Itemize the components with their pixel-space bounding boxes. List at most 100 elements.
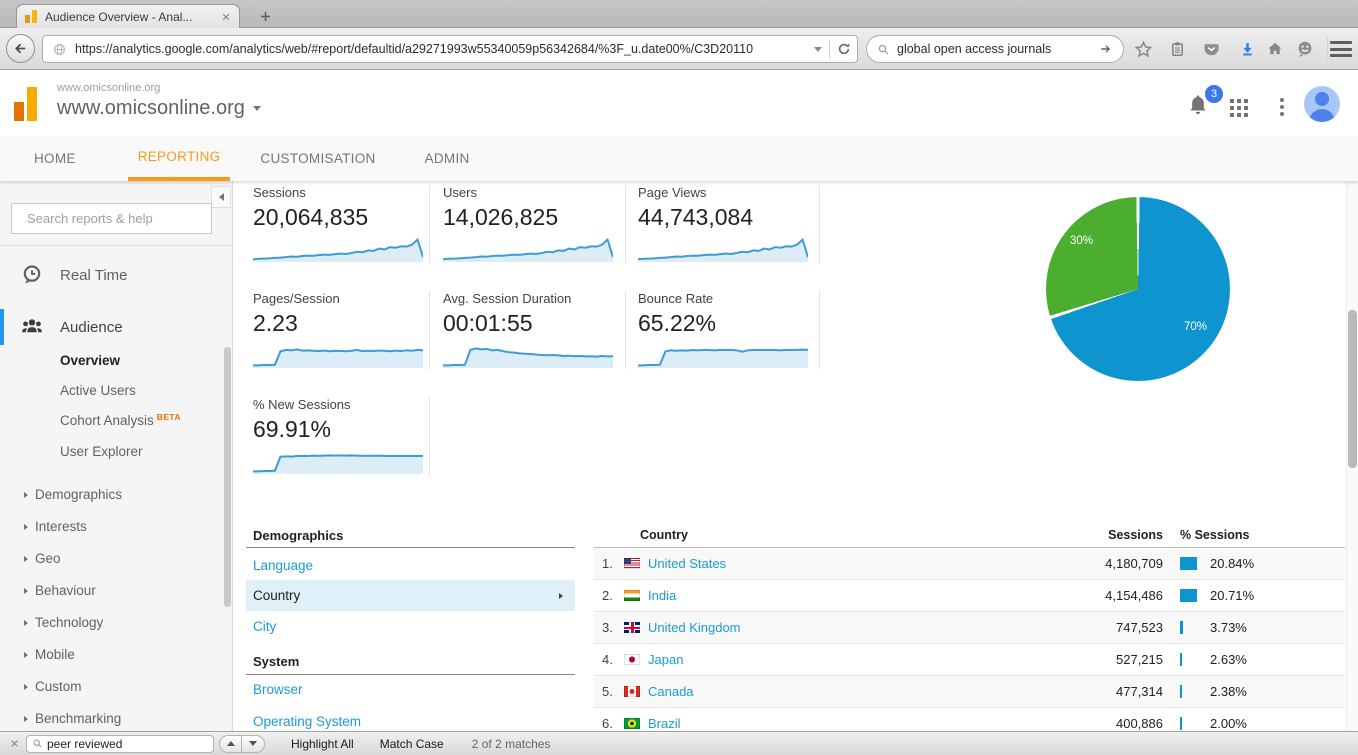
url-dropdown-icon[interactable] <box>814 46 822 52</box>
sessions-value: 4,180,709 <box>1105 556 1163 571</box>
table-row: 1. United States 4,180,709 20.84% <box>594 548 1345 580</box>
account-avatar[interactable] <box>1304 86 1340 122</box>
sidebar-item-interests[interactable]: Interests <box>24 519 87 534</box>
link-city[interactable]: City <box>253 619 277 634</box>
country-link[interactable]: Japan <box>648 652 684 667</box>
main-scrollbar-thumb[interactable] <box>1348 310 1357 468</box>
sidebar-item-active-users[interactable]: Active Users <box>60 383 136 398</box>
more-options-icon[interactable] <box>1280 98 1284 102</box>
main-scrollbar[interactable] <box>1346 181 1358 755</box>
reload-button[interactable] <box>837 42 851 56</box>
sidebar-item-label: Real Time <box>60 266 128 284</box>
downloads-icon[interactable] <box>1236 38 1258 60</box>
match-case-button[interactable]: Match Case <box>379 736 444 751</box>
url-bar[interactable]: https://analytics.google.com/analytics/w… <box>42 35 858 63</box>
sidebar-item-overview[interactable]: Overview <box>60 353 121 368</box>
section-heading: System <box>253 654 300 669</box>
in-flag-icon <box>624 590 640 601</box>
metric-value: 69.91% <box>253 416 332 442</box>
tab-reporting[interactable]: REPORTING <box>127 136 231 181</box>
sidebar-item-user-explorer[interactable]: User Explorer <box>60 444 143 459</box>
sessions-value: 527,215 <box>1116 652 1163 667</box>
country-link[interactable]: India <box>648 588 677 603</box>
search-bar[interactable]: global open access journals <box>866 35 1124 63</box>
sidebar-item-cohort-analysis[interactable]: Cohort Analysis BETA <box>60 412 181 428</box>
sidebar-item-behaviour[interactable]: Behaviour <box>24 583 96 598</box>
sessions-bar <box>1180 685 1182 698</box>
find-previous-button[interactable] <box>219 734 242 753</box>
demographics-panel: Demographics Language Country City Syste… <box>246 521 575 755</box>
new-tab-button[interactable] <box>252 6 278 26</box>
pie-label-30: 30% <box>1070 235 1094 247</box>
sessions-pct: 2.00% <box>1210 716 1247 731</box>
sidebar-item-benchmarking[interactable]: Benchmarking <box>24 711 121 726</box>
tab-customisation[interactable]: CUSTOMISATION <box>260 151 376 166</box>
notifications-button[interactable]: 3 <box>1186 85 1223 123</box>
pocket-icon[interactable] <box>1200 38 1222 60</box>
sidebar-item-audience[interactable]: Audience <box>0 309 233 345</box>
metric-users: Users 14,026,825 <box>443 185 626 263</box>
find-input-field[interactable] <box>26 734 214 753</box>
find-next-button[interactable] <box>242 734 265 753</box>
highlight-all-button[interactable]: Highlight All <box>291 736 354 751</box>
find-close-icon[interactable] <box>10 739 19 748</box>
header-country: Country <box>640 528 688 542</box>
row-rank: 4. <box>602 652 613 667</box>
table-header: Country Sessions % Sessions <box>594 521 1345 548</box>
browser-tab-strip: Audience Overview - Anal... <box>0 0 1358 28</box>
sidebar-item-technology[interactable]: Technology <box>24 615 103 630</box>
tab-home[interactable]: HOME <box>34 151 76 166</box>
active-indicator <box>0 309 4 345</box>
menu-hamburger-icon[interactable] <box>1330 41 1352 57</box>
sessions-value: 747,523 <box>1116 620 1163 635</box>
search-go-icon[interactable] <box>1099 42 1113 56</box>
new-sessions-sparkline <box>253 448 423 474</box>
find-input[interactable] <box>47 736 208 751</box>
apps-grid-icon[interactable] <box>1230 99 1234 103</box>
metric-value: 00:01:55 <box>443 310 533 336</box>
sidebar-item-custom[interactable]: Custom <box>24 679 82 694</box>
link-country-selected[interactable]: Country <box>246 580 575 611</box>
hello-smiley-icon[interactable] <box>1294 38 1316 60</box>
reading-list-icon[interactable] <box>1166 38 1188 60</box>
sessions-bar <box>1180 557 1197 570</box>
tab-admin[interactable]: ADMIN <box>424 151 470 166</box>
analytics-nav-tabs: HOME REPORTING CUSTOMISATION ADMIN <box>0 136 1358 181</box>
sidebar-item-geo[interactable]: Geo <box>24 551 61 566</box>
header-pct-sessions: % Sessions <box>1180 528 1250 542</box>
sidebar-search-box[interactable] <box>11 203 212 234</box>
sidebar: Real Time Audience Overview Active Users… <box>0 181 233 755</box>
country-link[interactable]: United Kingdom <box>648 620 741 635</box>
country-link[interactable]: United States <box>648 556 727 571</box>
sidebar-collapse-button[interactable] <box>211 186 231 208</box>
sidebar-item-demographics[interactable]: Demographics <box>24 487 122 502</box>
sidebar-item-mobile[interactable]: Mobile <box>24 647 75 662</box>
country-link[interactable]: Canada <box>648 684 694 699</box>
find-bar: Highlight All Match Case 2 of 2 matches <box>0 731 1358 755</box>
property-selector[interactable]: www.omicsonline.org <box>57 97 261 120</box>
link-operating-system[interactable]: Operating System <box>253 714 362 729</box>
sidebar-item-real-time[interactable]: Real Time <box>0 257 233 293</box>
sessions-bar <box>1180 717 1182 730</box>
link-language[interactable]: Language <box>253 558 314 573</box>
table-row: 3. United Kingdom 747,523 3.73% <box>594 612 1345 644</box>
home-icon[interactable] <box>1264 38 1286 60</box>
caret-right-icon <box>24 491 28 498</box>
metric-page-views: Page Views 44,743,084 <box>638 185 820 263</box>
country-table: Country Sessions % Sessions 1. United St… <box>594 521 1345 740</box>
back-button[interactable] <box>6 34 35 63</box>
metric-bounce-rate: Bounce Rate 65.22% <box>638 291 820 369</box>
metric-value: 2.23 <box>253 310 298 336</box>
link-browser[interactable]: Browser <box>253 682 303 697</box>
bookmark-star-icon[interactable] <box>1132 38 1154 60</box>
tab-close-icon[interactable] <box>221 12 231 22</box>
sidebar-search-input[interactable] <box>27 211 203 226</box>
table-row: 4. Japan 527,215 2.63% <box>594 644 1345 676</box>
row-rank: 2. <box>602 588 613 603</box>
notification-badge: 3 <box>1205 85 1223 103</box>
sidebar-scrollbar-thumb[interactable] <box>224 347 231 607</box>
table-row: 2. India 4,154,486 20.71% <box>594 580 1345 612</box>
sessions-bar <box>1180 653 1182 666</box>
browser-tab[interactable]: Audience Overview - Anal... <box>16 4 240 28</box>
country-link[interactable]: Brazil <box>648 716 681 731</box>
